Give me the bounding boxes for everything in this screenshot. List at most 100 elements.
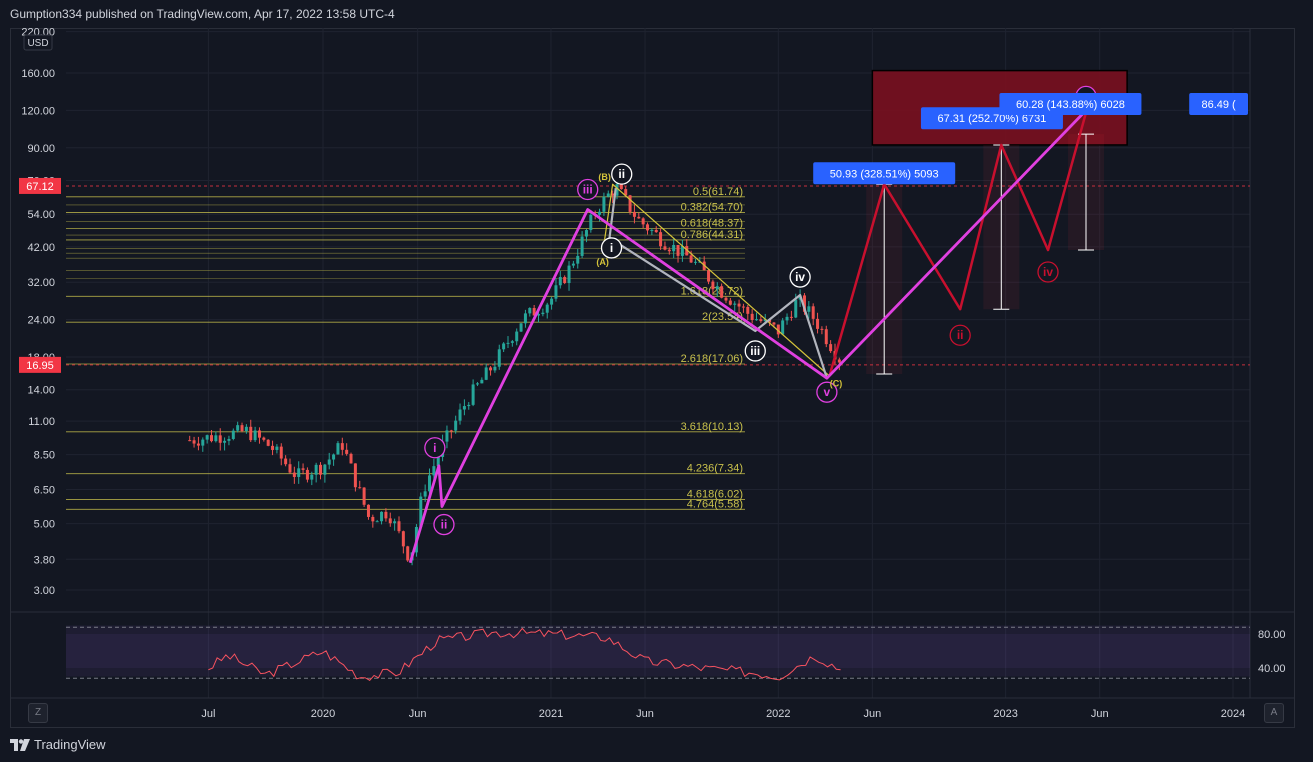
- candle-body: [449, 430, 453, 432]
- x-axis-tick: 2021: [539, 708, 563, 720]
- candle-body: [611, 193, 615, 196]
- header: Gumption334 published on TradingView.com…: [0, 0, 1313, 28]
- fib-level-label: 2(23.54): [702, 311, 743, 323]
- candle-body: [820, 328, 824, 330]
- pink-wave-label-circle: [577, 178, 599, 201]
- candle-body: [545, 304, 549, 313]
- candle-body: [358, 487, 362, 489]
- candle-body: [672, 244, 676, 252]
- fib-level-label: 0.382(54.70): [681, 202, 743, 214]
- candle-body: [231, 430, 235, 439]
- candle-body: [271, 445, 275, 450]
- candle-body: [523, 313, 527, 324]
- red-wave-label: iv: [1043, 265, 1053, 279]
- pink-wave-label-circle: [433, 513, 455, 536]
- candle-body: [606, 193, 610, 197]
- projection-label: 50.93 (328.51%) 5093: [830, 168, 939, 180]
- candle-body: [541, 312, 545, 315]
- pink-main-wave: [408, 109, 1088, 564]
- candle-body: [646, 224, 650, 231]
- candle-body: [284, 458, 288, 465]
- candle-body: [345, 449, 349, 454]
- yellow-wave-label: (A): [596, 257, 609, 267]
- candle-body: [510, 341, 514, 343]
- candle-body: [755, 319, 759, 321]
- candle-body: [432, 466, 436, 476]
- projection-label-box: [1189, 93, 1248, 116]
- candle-body: [384, 511, 388, 519]
- candle-body: [497, 349, 501, 367]
- rsi-band-lower: [66, 668, 1250, 677]
- candle-body: [794, 299, 798, 318]
- candle-body: [480, 379, 484, 384]
- candle-body: [715, 286, 719, 290]
- candle-body: [223, 440, 227, 443]
- candle-body: [266, 439, 270, 446]
- auto-scale-button[interactable]: A: [1264, 703, 1284, 723]
- candle-body: [537, 314, 541, 316]
- candle-body: [654, 229, 658, 233]
- candle-body: [733, 303, 737, 305]
- candle-body: [824, 329, 828, 345]
- candle-body: [201, 439, 205, 446]
- candle-body: [475, 383, 479, 385]
- candle-body: [632, 211, 636, 217]
- footer: TradingView: [0, 728, 1313, 762]
- candle-body: [598, 211, 602, 215]
- candle-body: [196, 443, 200, 446]
- candle-body: [406, 546, 410, 561]
- candle-body: [401, 531, 405, 547]
- pink-wave-label: ii: [441, 518, 448, 532]
- projection-label: 86.49 (: [1201, 99, 1236, 111]
- grey-wave-label-circle: [600, 237, 623, 259]
- candle-body: [763, 319, 767, 322]
- y-axis-tick: 90.00: [27, 143, 55, 155]
- y-axis-tick: 42.00: [27, 242, 55, 254]
- candle-body: [314, 464, 318, 475]
- tradingview-logo-icon: [10, 738, 30, 751]
- timezone-button[interactable]: Z: [28, 703, 48, 723]
- candle-body: [532, 308, 536, 316]
- x-axis-tick: Jul: [201, 708, 215, 720]
- candle-body: [663, 246, 667, 250]
- candle-body: [489, 367, 493, 371]
- candle-body: [659, 232, 663, 247]
- candle-body: [720, 286, 724, 298]
- candle-body: [484, 367, 488, 380]
- candle-body: [458, 409, 462, 421]
- fib-level-label: 4.236(7.34): [687, 463, 743, 475]
- x-axis-tick: 2023: [993, 708, 1017, 720]
- price-tag: [19, 356, 61, 373]
- candle-body: [750, 313, 754, 320]
- candle-body: [423, 491, 427, 497]
- candle-body: [275, 446, 279, 450]
- pink-wave-label: i: [433, 441, 436, 455]
- candle-body: [528, 308, 532, 314]
- candle-body: [349, 453, 353, 464]
- candle-body: [641, 218, 645, 225]
- candle-body: [436, 456, 440, 467]
- candle-body: [807, 306, 811, 312]
- tradingview-logo[interactable]: TradingView: [10, 737, 106, 752]
- candle-body: [366, 504, 370, 517]
- x-axis-tick: Jun: [1091, 708, 1109, 720]
- price-tag: [19, 177, 61, 194]
- projection-label-box: [999, 93, 1142, 116]
- candle-body: [188, 440, 192, 442]
- candle-body: [816, 318, 820, 329]
- candle-body: [288, 464, 292, 473]
- grey-wave-label: iv: [795, 270, 805, 284]
- grey-wave-label: i: [610, 241, 613, 255]
- candle-body: [336, 443, 340, 455]
- candle-body: [493, 366, 497, 371]
- candle-body: [558, 277, 562, 286]
- candle-body: [257, 430, 261, 438]
- y-axis-tick: 24.00: [27, 315, 55, 327]
- rsi-line: [208, 627, 841, 681]
- candle-body: [811, 306, 815, 319]
- x-axis-tick: Jun: [636, 708, 654, 720]
- candle-body: [602, 196, 606, 212]
- rsi-level-label: 80.00: [1258, 629, 1286, 641]
- rsi-level-label: 40.00: [1258, 663, 1286, 675]
